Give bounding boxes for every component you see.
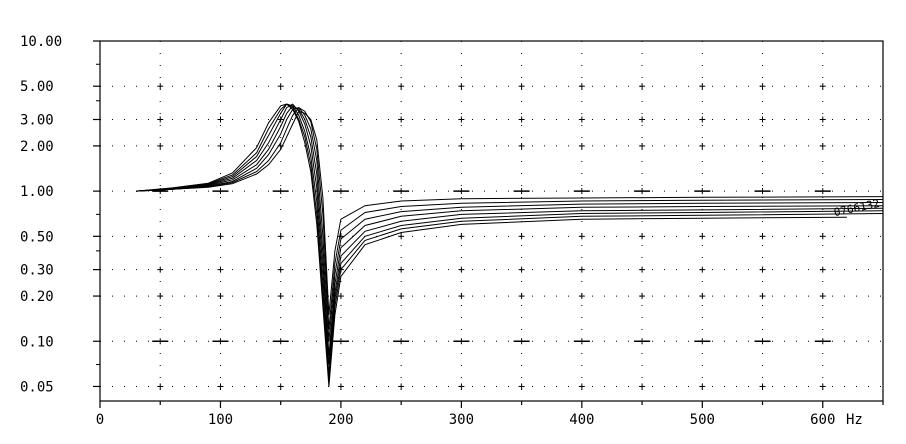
x-tick-label: 600	[810, 412, 835, 428]
x-tick-label: 200	[328, 412, 353, 428]
y-tick-label: 10.00	[20, 34, 62, 50]
y-tick-label: 1.00	[20, 184, 54, 200]
y-tick-label: 3.00	[20, 112, 54, 128]
series-line-7	[136, 103, 884, 381]
axis-ticks: 10.00 5.00 3.00 2.00 1.00 0.50 0.30 0.20 0.10 0.0…	[20, 34, 884, 428]
series-line-3	[136, 107, 884, 342]
series-line-1	[136, 110, 884, 315]
curve-tag-label: 0766132	[833, 197, 881, 219]
series-line-5	[136, 103, 884, 365]
y-tick-label: 5.00	[20, 79, 54, 95]
y-tick-label: 0.05	[20, 379, 54, 395]
plot-frame	[99, 40, 884, 402]
y-tick-label: 0.50	[20, 229, 54, 245]
y-tick-label: 0.30	[20, 263, 54, 279]
x-tick-label: 400	[569, 412, 594, 428]
x-tick-label: 500	[690, 412, 715, 428]
grid	[100, 41, 883, 401]
x-tick-label: 0	[96, 412, 104, 428]
series-lines	[136, 103, 884, 387]
series-line-6	[136, 103, 884, 375]
series-line-8	[136, 103, 847, 387]
y-tick-label: 0.10	[20, 334, 54, 350]
x-tick-label: 300	[449, 412, 474, 428]
series-line-2	[136, 106, 884, 330]
y-tick-label: 2.00	[20, 139, 54, 155]
series-line-4	[136, 105, 884, 356]
x-axis-unit-label: Hz	[846, 412, 863, 428]
x-tick-label: 100	[208, 412, 233, 428]
y-tick-label: 0.20	[20, 289, 54, 305]
